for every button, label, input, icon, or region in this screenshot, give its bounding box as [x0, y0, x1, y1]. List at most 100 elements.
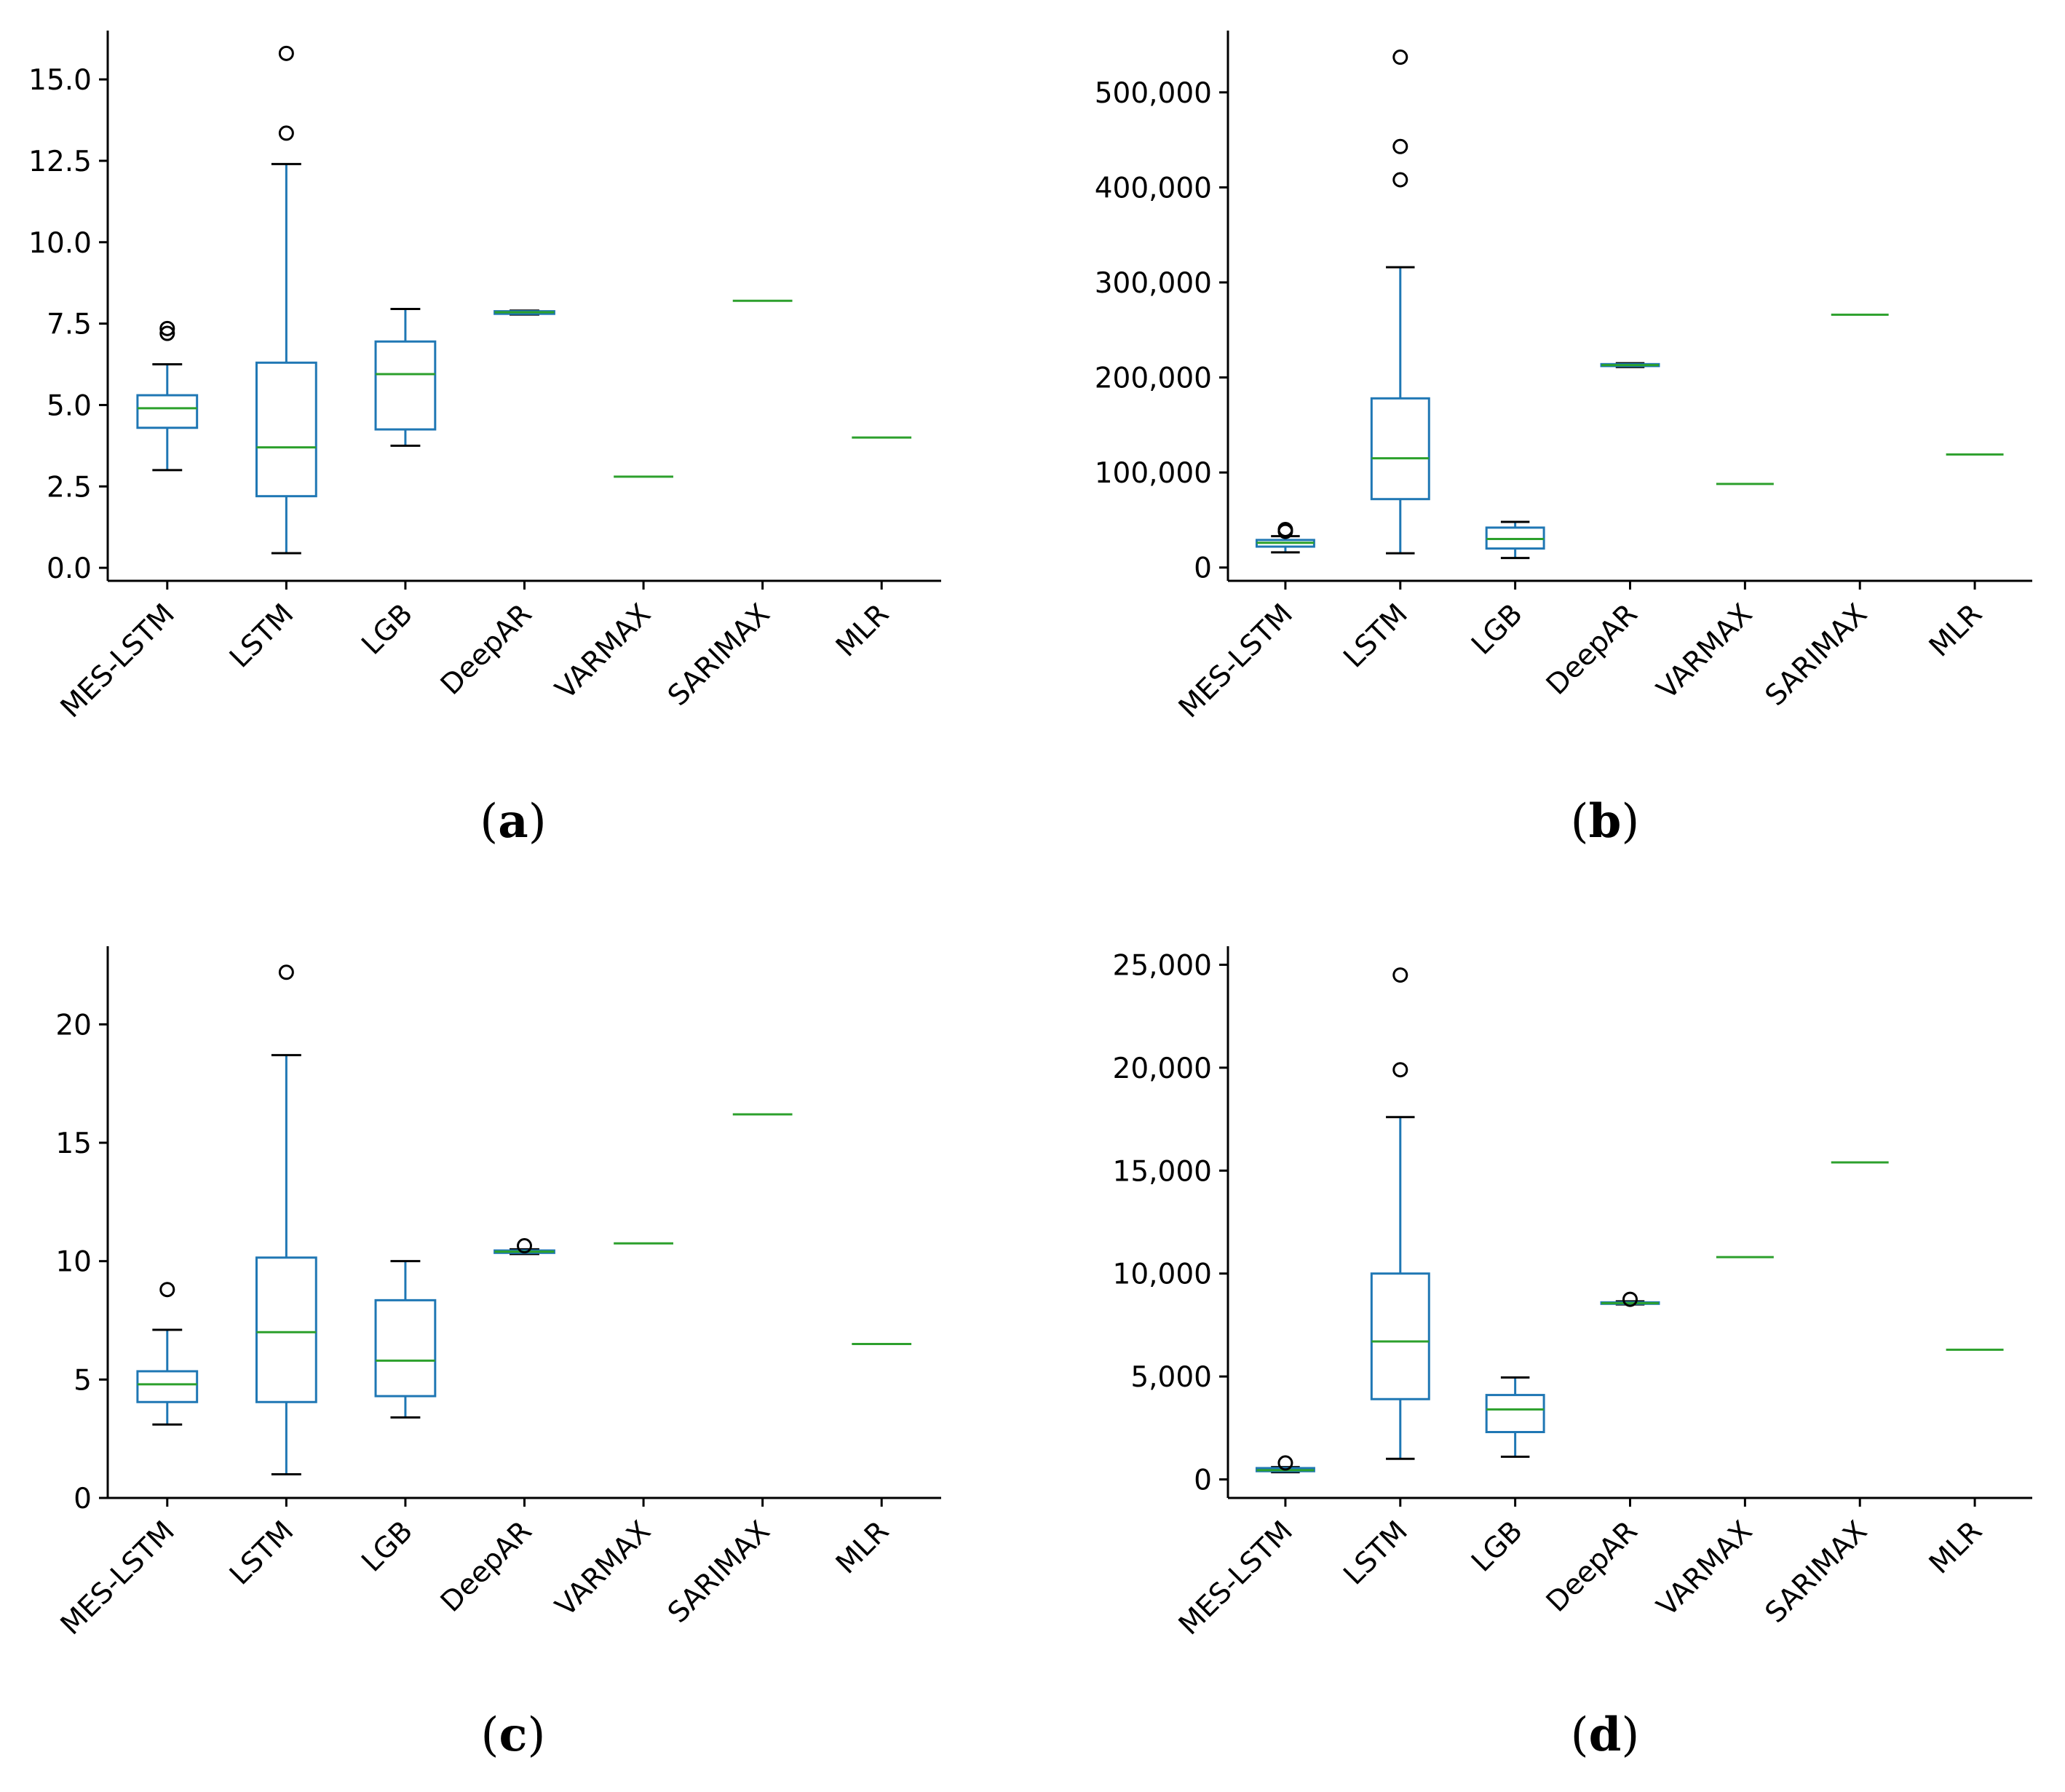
x-tick-label: VARMAX — [550, 1515, 658, 1623]
x-tick-label: DeepAR — [435, 598, 539, 702]
x-tick-label: MES-LSTM — [55, 598, 181, 724]
outlier-point — [1622, 1291, 1638, 1307]
panel-caption: (d) — [1571, 1708, 1640, 1762]
x-tick-label: SARIMAX — [662, 1515, 777, 1630]
iqr-box — [136, 394, 199, 429]
outlier-point — [159, 325, 175, 341]
outlier-point — [159, 320, 175, 336]
caption-letter: a — [498, 794, 528, 849]
y-tick-label: 10,000 — [1113, 1258, 1212, 1291]
box-lstm — [1370, 967, 1430, 1460]
caption-letter: d — [1589, 1708, 1622, 1762]
iqr-box — [1485, 1394, 1545, 1433]
x-tick-label: MES-LSTM — [1173, 1515, 1299, 1641]
x-tick-label: MES-LSTM — [1173, 598, 1299, 724]
x-tick-label: MES-LSTM — [55, 1515, 181, 1641]
outlier-point — [517, 1238, 532, 1254]
x-tick-label: LGB — [356, 598, 419, 661]
caption-open: ( — [1571, 795, 1589, 849]
x-tick-label: LGB — [1465, 598, 1529, 661]
y-tick-label: 0 — [1194, 1464, 1212, 1497]
outlier-point — [278, 45, 294, 61]
box-lstm — [255, 45, 317, 555]
outlier-point — [1392, 138, 1408, 154]
y-tick-label: 10.0 — [28, 227, 92, 260]
box-lgb — [1485, 1376, 1545, 1458]
x-tick-label: VARMAX — [1651, 598, 1759, 706]
x-tick-label: MLR — [1923, 598, 1989, 663]
x-tick-label: MLR — [1923, 1515, 1989, 1580]
box-lgb — [374, 307, 437, 447]
y-tick-label: 400,000 — [1095, 172, 1212, 205]
outlier-point — [278, 964, 294, 980]
iqr-box — [1370, 397, 1430, 501]
y-tick-label: 0.0 — [47, 552, 92, 585]
y-tick-label: 100,000 — [1095, 457, 1212, 490]
caption-close: ) — [1621, 1708, 1639, 1762]
iqr-box — [374, 340, 437, 431]
chart-panel-d: 0 5,000 10,000 15,000 20,000 25,000 MES-LSTM LS… — [1113, 946, 2032, 1762]
y-tick-label: 20,000 — [1113, 1052, 1212, 1085]
x-tick-label: SARIMAX — [1759, 598, 1874, 713]
y-tick-label: 5,000 — [1130, 1361, 1212, 1394]
x-tick-label: MLR — [830, 598, 895, 663]
chart-panel-a: 0.0 2.5 5.0 7.5 10.0 12.5 15.0 MES-LSTM LSTM LGB D… — [28, 31, 941, 849]
x-tick-label: LGB — [1465, 1515, 1529, 1578]
y-tick-label: 7.5 — [47, 309, 92, 341]
y-tick-label: 500,000 — [1095, 77, 1212, 110]
iqr-box — [136, 1370, 199, 1403]
y-tick-label: 15,000 — [1113, 1155, 1212, 1188]
y-tick-label: 25,000 — [1113, 949, 1212, 982]
caption-open: ( — [480, 795, 498, 849]
caption-open: ( — [1571, 1708, 1589, 1762]
panel-caption: (b) — [1571, 794, 1640, 849]
y-tick-label: 15 — [55, 1127, 92, 1160]
y-tick-label: 5.0 — [47, 389, 92, 422]
y-tick-label: 2.5 — [47, 471, 92, 504]
box-mes-lstm — [136, 1282, 199, 1426]
outlier-point — [1277, 521, 1293, 537]
caption-open: ( — [481, 1708, 499, 1762]
outlier-point — [1392, 172, 1408, 188]
outlier-point — [278, 125, 294, 141]
x-tick-label: DeepAR — [1540, 598, 1644, 702]
y-tick-label: 300,000 — [1095, 267, 1212, 300]
box-mes-lstm — [1255, 521, 1315, 554]
y-tick-label: 20 — [55, 1009, 92, 1042]
x-tick-label: MLR — [830, 1515, 895, 1580]
x-tick-label: VARMAX — [550, 598, 658, 706]
y-tick-label: 15.0 — [28, 64, 92, 97]
outlier-point — [1392, 1062, 1408, 1078]
caption-close: ) — [1621, 795, 1639, 849]
outlier-point — [1277, 1455, 1293, 1471]
box-mes-lstm — [1255, 1455, 1315, 1474]
panel-caption: (a) — [480, 794, 546, 849]
box-lstm — [1370, 49, 1430, 555]
y-tick-label: 5 — [74, 1364, 92, 1397]
box-deepar — [1600, 1291, 1660, 1307]
caption-close: ) — [527, 1708, 545, 1762]
box-lgb — [374, 1260, 437, 1419]
outlier-point — [159, 1282, 175, 1298]
y-tick-label: 0 — [74, 1483, 92, 1515]
x-tick-label: LGB — [356, 1515, 419, 1578]
box-lgb — [1485, 520, 1545, 560]
outlier-point — [1392, 49, 1408, 66]
caption-letter: b — [1589, 794, 1622, 849]
chart-panel-c: 0 5 10 15 20 MES-LSTM LSTM LGB DeepAR VARMAX SARIM… — [55, 946, 941, 1762]
x-tick-label: SARIMAX — [1759, 1515, 1874, 1630]
box-deepar — [1600, 362, 1660, 368]
x-tick-label: VARMAX — [1651, 1515, 1759, 1623]
box-mes-lstm — [136, 320, 199, 472]
box-deepar — [494, 309, 555, 316]
x-tick-label: SARIMAX — [662, 598, 777, 713]
iqr-box — [1370, 1272, 1430, 1400]
iqr-box — [374, 1299, 437, 1397]
x-tick-label: DeepAR — [1540, 1515, 1644, 1619]
y-tick-label: 0 — [1194, 552, 1212, 585]
outlier-point — [1392, 967, 1408, 983]
y-tick-label: 12.5 — [28, 146, 92, 178]
x-tick-label: LSTM — [223, 598, 300, 674]
x-tick-label: LSTM — [223, 1515, 300, 1591]
box-deepar — [494, 1238, 555, 1256]
